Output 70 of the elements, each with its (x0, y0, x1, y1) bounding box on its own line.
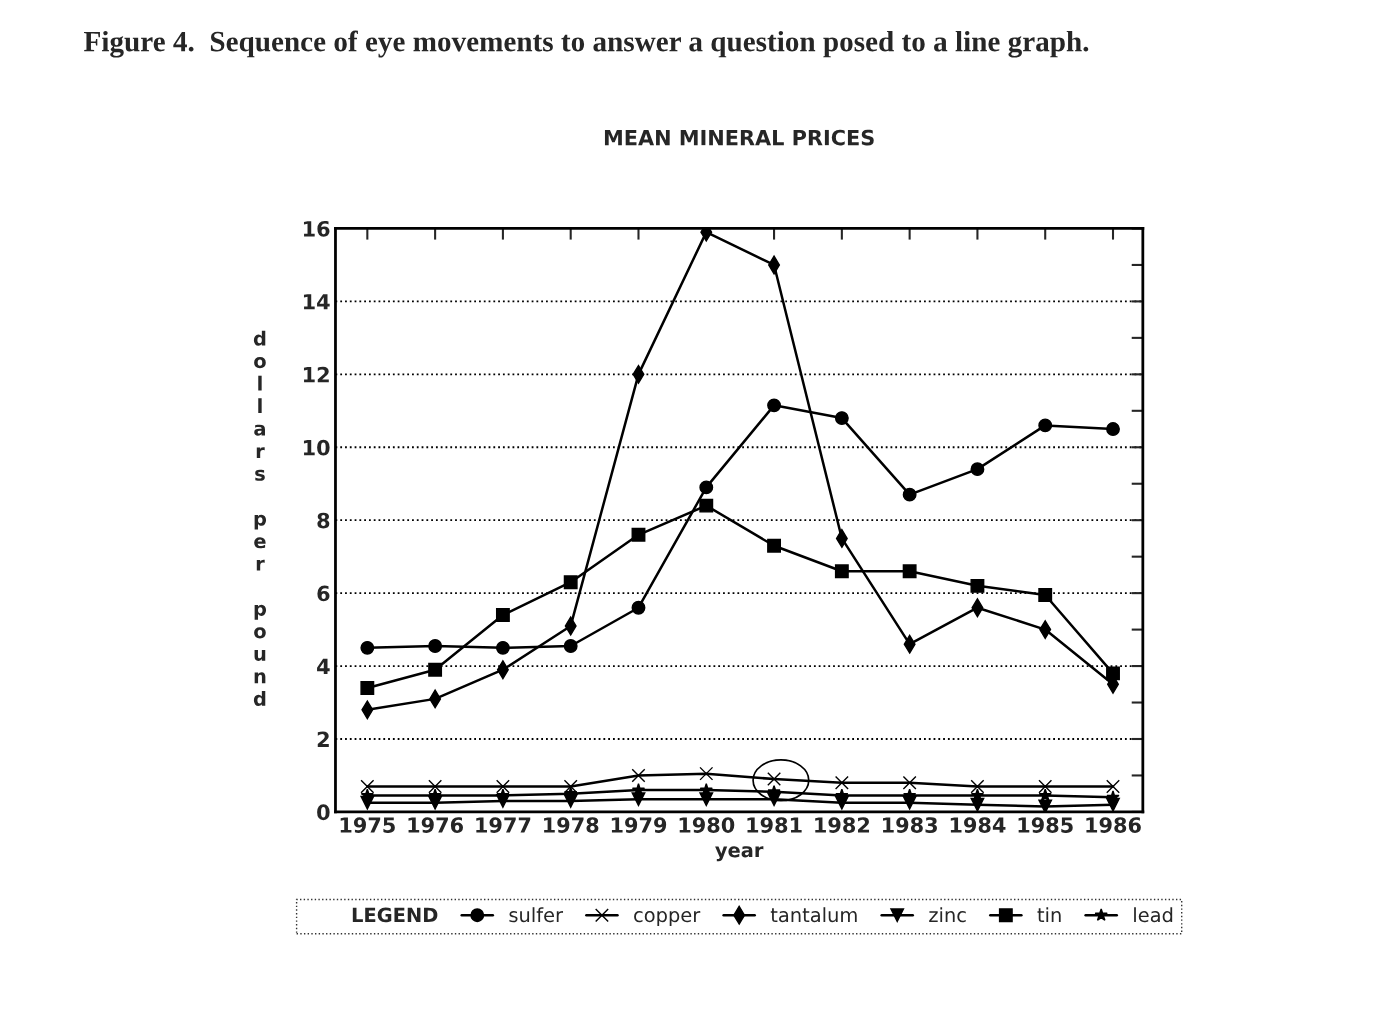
legend-label: tantalum (770, 907, 857, 923)
legend-label: sulfer (509, 907, 564, 923)
point (631, 600, 646, 615)
x-tick-label: 1982 (815, 817, 870, 833)
point (1038, 418, 1053, 433)
x-tick-label: 1980 (679, 817, 735, 833)
point (902, 775, 917, 790)
point (360, 680, 375, 695)
x-tick-label: 1981 (747, 817, 802, 833)
y-tick-label: 12 (303, 366, 329, 383)
point (563, 779, 578, 794)
point (563, 575, 578, 590)
point (767, 398, 782, 413)
point (1106, 779, 1120, 794)
legend-label: lead (1134, 907, 1173, 923)
point (1106, 666, 1120, 681)
point (495, 608, 510, 622)
point (834, 564, 849, 579)
legend-label: tin (1037, 907, 1061, 922)
point (631, 768, 646, 783)
point (902, 564, 917, 579)
y-tick-label: 8 (317, 512, 330, 529)
point (428, 779, 443, 794)
point (699, 498, 714, 513)
y-tick-label: 4 (317, 658, 330, 674)
point (496, 788, 510, 802)
text: dollars per pound (253, 330, 267, 706)
x-tick-label: 1979 (611, 817, 667, 833)
point (699, 766, 714, 781)
x-tick-label: 1975 (340, 817, 395, 833)
x-tick-label: 1978 (544, 817, 599, 833)
point (1106, 422, 1120, 436)
point (1038, 799, 1053, 812)
chart-title: MEAN MINERAL PRICES (604, 129, 874, 146)
y-tick-label: 6 (317, 585, 330, 602)
legend-title: LEGEND (352, 907, 438, 923)
point (834, 411, 849, 426)
point (970, 779, 985, 794)
point (495, 640, 510, 655)
point (428, 662, 443, 677)
legend-label: copper (634, 911, 701, 927)
point (563, 639, 578, 653)
y-tick-label: 10 (303, 439, 330, 456)
y-tick-label: 0 (317, 804, 330, 821)
point (902, 487, 917, 502)
y-tick-label: 2 (317, 731, 329, 747)
legend-label: zinc (929, 907, 966, 923)
point (631, 527, 646, 542)
point (360, 779, 375, 794)
point (767, 538, 782, 553)
x-axis-title: year (715, 846, 764, 862)
x-tick-label: 1976 (408, 817, 463, 833)
y-tick-label: 14 (303, 294, 330, 310)
point (360, 640, 375, 655)
point (1038, 779, 1053, 794)
x-tick-label: 1983 (883, 817, 937, 833)
x-tick-label: 1984 (950, 817, 1006, 833)
point (970, 578, 985, 593)
point (428, 639, 443, 653)
point (699, 480, 714, 495)
point (970, 462, 985, 477)
point (1038, 588, 1053, 602)
caption: Figure 4. Sequence of eye movements to answer a question posed to a line graph. (84, 30, 1089, 58)
x-tick-label: 1986 (1086, 817, 1141, 833)
point (1038, 788, 1052, 802)
x-tick-label: 1985 (1018, 817, 1073, 833)
y-tick-label: 16 (303, 220, 330, 237)
x-tick-label: 1977 (476, 817, 531, 833)
point (834, 775, 849, 790)
point (495, 779, 510, 794)
